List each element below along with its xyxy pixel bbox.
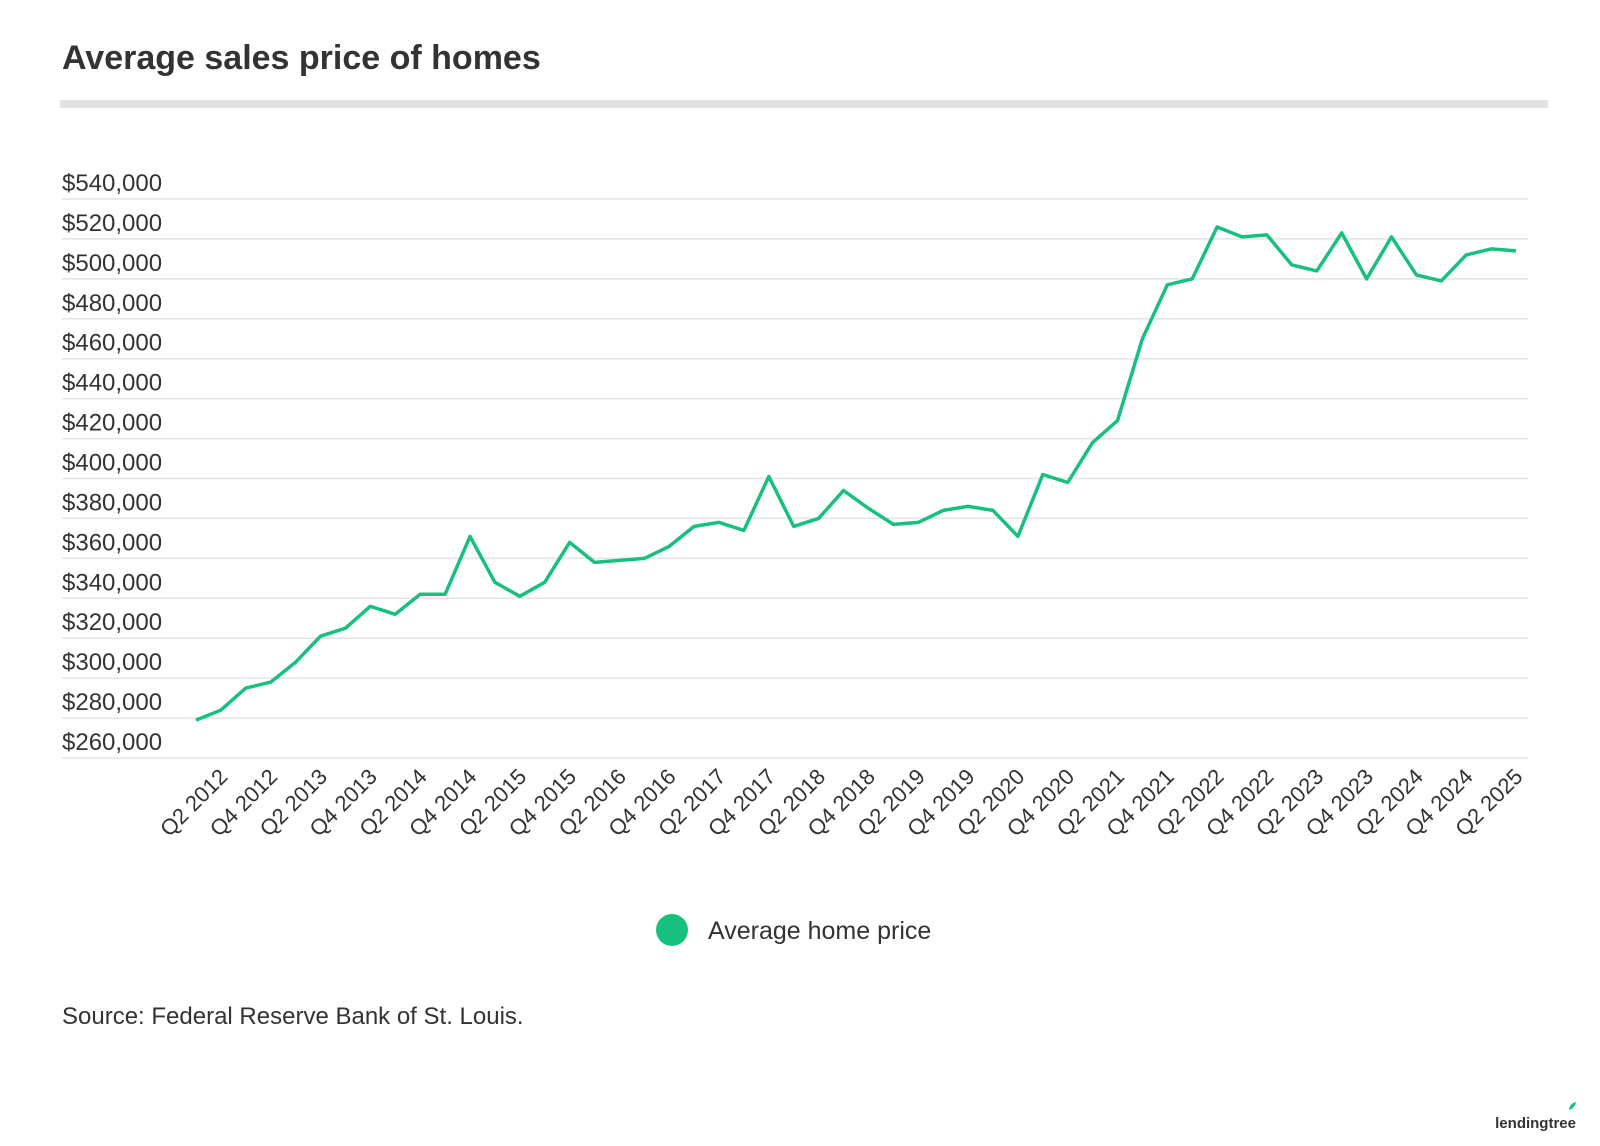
y-tick-label: $420,000 xyxy=(62,410,162,437)
y-tick-label: $480,000 xyxy=(62,290,162,317)
y-tick-label: $500,000 xyxy=(62,250,162,277)
y-tick-label: $300,000 xyxy=(62,649,162,676)
title-rule xyxy=(60,100,1548,108)
legend-swatch xyxy=(656,914,688,946)
y-tick-label: $340,000 xyxy=(62,569,162,596)
y-tick-label: $360,000 xyxy=(62,529,162,556)
logo: lendingtree xyxy=(1495,1115,1576,1132)
y-tick-label: $320,000 xyxy=(62,609,162,636)
y-tick-label: $440,000 xyxy=(62,370,162,397)
logo-leaf xyxy=(1569,1102,1576,1110)
chart-title: Average sales price of homes xyxy=(62,39,541,77)
y-tick-label: $280,000 xyxy=(62,689,162,716)
y-tick-label: $460,000 xyxy=(62,330,162,357)
legend-label: Average home price xyxy=(708,917,931,945)
y-tick-label: $540,000 xyxy=(62,170,162,197)
source-note: Source: Federal Reserve Bank of St. Loui… xyxy=(62,1003,524,1030)
data-line xyxy=(195,225,1517,722)
y-tick-label: $400,000 xyxy=(62,450,162,477)
y-tick-label: $260,000 xyxy=(62,729,162,756)
y-tick-label: $520,000 xyxy=(62,210,162,237)
y-tick-label: $380,000 xyxy=(62,489,162,516)
